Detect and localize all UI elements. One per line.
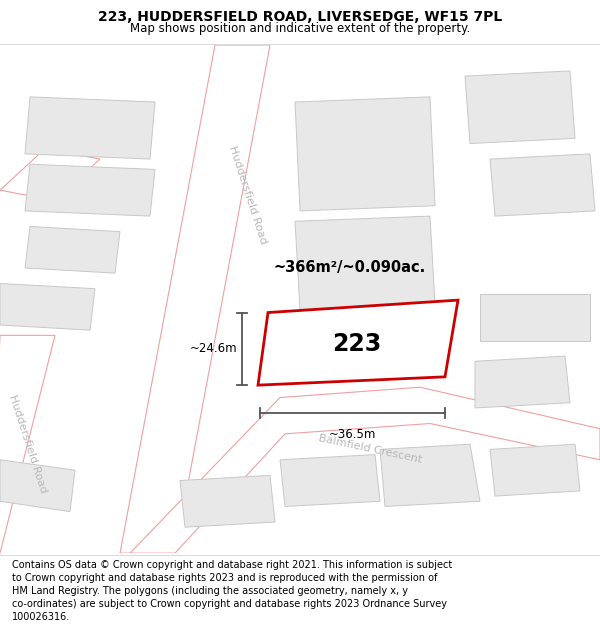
Text: ~366m²/~0.090ac.: ~366m²/~0.090ac. [274, 261, 426, 276]
Polygon shape [295, 216, 435, 309]
Polygon shape [258, 300, 458, 385]
Polygon shape [0, 284, 95, 330]
Polygon shape [130, 388, 600, 553]
Text: Contains OS data © Crown copyright and database right 2021. This information is : Contains OS data © Crown copyright and d… [12, 559, 452, 622]
Polygon shape [25, 226, 120, 273]
Polygon shape [180, 476, 275, 528]
Polygon shape [480, 294, 590, 341]
Polygon shape [120, 45, 270, 553]
Polygon shape [0, 336, 55, 553]
Polygon shape [475, 356, 570, 408]
Text: ~24.6m: ~24.6m [190, 342, 237, 356]
Text: 223, HUDDERSFIELD ROAD, LIVERSEDGE, WF15 7PL: 223, HUDDERSFIELD ROAD, LIVERSEDGE, WF15… [98, 10, 502, 24]
Text: 223: 223 [332, 332, 382, 356]
Polygon shape [295, 97, 435, 211]
Polygon shape [280, 454, 380, 506]
Polygon shape [465, 71, 575, 144]
Polygon shape [25, 97, 155, 159]
Text: Huddersfield Road: Huddersfield Road [7, 394, 49, 494]
Text: ~36.5m: ~36.5m [329, 428, 376, 441]
Polygon shape [25, 164, 155, 216]
Text: Balmfield Crescent: Balmfield Crescent [317, 434, 422, 465]
Polygon shape [0, 460, 75, 512]
Text: Map shows position and indicative extent of the property.: Map shows position and indicative extent… [130, 22, 470, 35]
Polygon shape [490, 154, 595, 216]
Polygon shape [490, 444, 580, 496]
Text: Huddersfield Road: Huddersfield Road [227, 145, 269, 246]
Polygon shape [0, 149, 100, 201]
Polygon shape [380, 444, 480, 506]
